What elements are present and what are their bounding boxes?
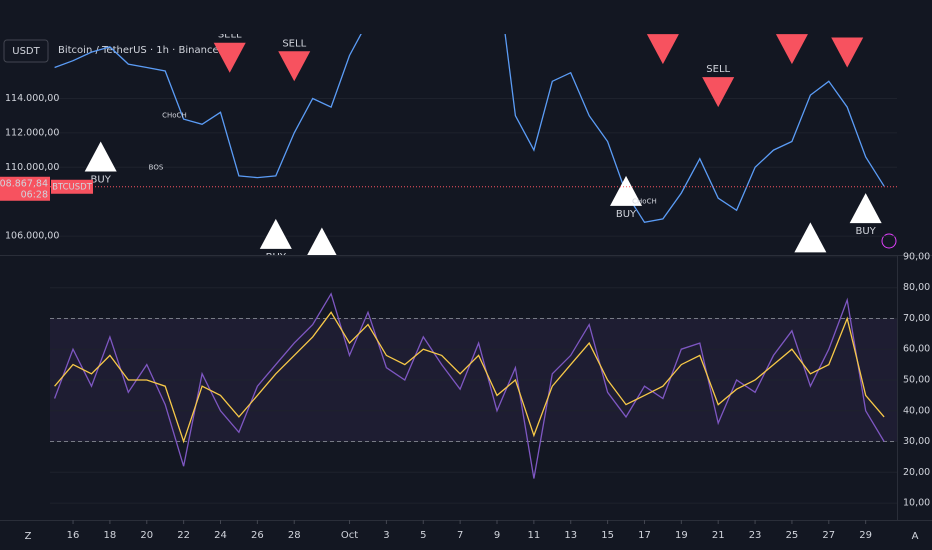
- x-tick-label: 22: [177, 530, 190, 541]
- symbol-box-text: USDT: [12, 46, 40, 57]
- corner-right[interactable]: A: [912, 531, 919, 542]
- x-tick-label: 27: [822, 530, 835, 541]
- x-tick-label: 15: [601, 530, 614, 541]
- y-tick-label: 110.000,00: [5, 162, 59, 173]
- series-line: [54, 311, 885, 444]
- x-tick-label: 21: [712, 530, 725, 541]
- x-tick-label: 11: [528, 530, 541, 541]
- y-tick-label: 10,00: [903, 498, 930, 509]
- y-tick-label: 112.000,00: [5, 127, 59, 138]
- y-tick-label: 90,00: [903, 251, 930, 262]
- y-tick-label: 70,00: [903, 313, 930, 324]
- signal-label: BUY: [266, 252, 287, 263]
- countdown: 06:28: [21, 189, 48, 200]
- x-tick-label: 19: [675, 530, 688, 541]
- y-tick-label: 30,00: [903, 436, 930, 447]
- x-tick-label: 3: [383, 530, 389, 541]
- buy-marker: [259, 218, 292, 249]
- y-tick-label: 80,00: [903, 282, 930, 293]
- x-tick-label: 7: [457, 530, 463, 541]
- sell-marker: [646, 34, 679, 65]
- signal-label: SELL: [706, 64, 730, 75]
- x-tick-label: 18: [104, 530, 117, 541]
- x-tick-label: 29: [859, 530, 872, 541]
- x-tick-label: Oct: [341, 530, 358, 541]
- axes: 106.000,00 110.000,00 112.000,00 114.000,00…: [0, 93, 930, 541]
- signal-label: BUY: [616, 209, 637, 220]
- x-tick-label: 9: [494, 530, 500, 541]
- structure-label: CHoCH: [162, 112, 187, 120]
- signal-label: BUY: [856, 226, 877, 237]
- symbol-box[interactable]: [3, 39, 49, 63]
- x-tick-label: 24: [214, 530, 227, 541]
- symbol-tag-box: [51, 179, 93, 194]
- price-pane: SELLSELLBUYBUYBUYSELLSELLSELLSELLBUYBUYB…: [50, 25, 897, 263]
- x-tick-label: 13: [564, 530, 577, 541]
- buy-marker: [610, 175, 643, 206]
- chart-title: Bitcoin / TetherUS · 1h · Binance, US: [58, 45, 239, 56]
- y-tick-label: 106.000,00: [5, 231, 59, 242]
- buy-marker: [794, 222, 827, 253]
- sell-marker: [278, 51, 311, 82]
- corner-left[interactable]: Z: [25, 531, 32, 542]
- series-line: [54, 34, 885, 224]
- y-tick-label: 20,00: [903, 467, 930, 478]
- y-tick-label: 50,00: [903, 375, 930, 386]
- y-tick-label: 40,00: [903, 405, 930, 416]
- buy-marker: [307, 227, 337, 255]
- last-price-box: [0, 176, 50, 201]
- signal-label: SELL: [282, 38, 306, 49]
- structure-label: CHoCH: [632, 198, 657, 206]
- sell-marker: [775, 34, 808, 65]
- signal-label: SELL: [218, 30, 242, 41]
- signal-label: BUY: [91, 174, 112, 185]
- x-tick-label: 28: [288, 530, 301, 541]
- sell-marker: [702, 77, 735, 108]
- x-tick-label: 25: [786, 530, 799, 541]
- signal-label: SELL: [835, 25, 859, 36]
- series-line: [53, 292, 885, 479]
- x-tick-label: 23: [749, 530, 762, 541]
- symbol-tag: BTCUSDT: [52, 182, 93, 192]
- alert-icon[interactable]: [881, 233, 897, 249]
- x-tick-label: 26: [251, 530, 264, 541]
- sell-marker: [831, 37, 864, 68]
- y-tick-label: 60,00: [903, 344, 930, 355]
- buy-marker: [849, 193, 882, 224]
- x-tick-label: 16: [67, 530, 80, 541]
- x-tick-label: 5: [420, 530, 426, 541]
- x-tick-label: 17: [638, 530, 651, 541]
- last-price-label: 108.867,84: [0, 178, 48, 189]
- x-tick-label: 20: [140, 530, 153, 541]
- sell-marker: [213, 42, 246, 73]
- rsi-pane: [50, 256, 897, 504]
- structure-label: BOS: [149, 163, 164, 171]
- buy-marker: [84, 141, 117, 172]
- y-tick-label: 114.000,00: [5, 93, 59, 104]
